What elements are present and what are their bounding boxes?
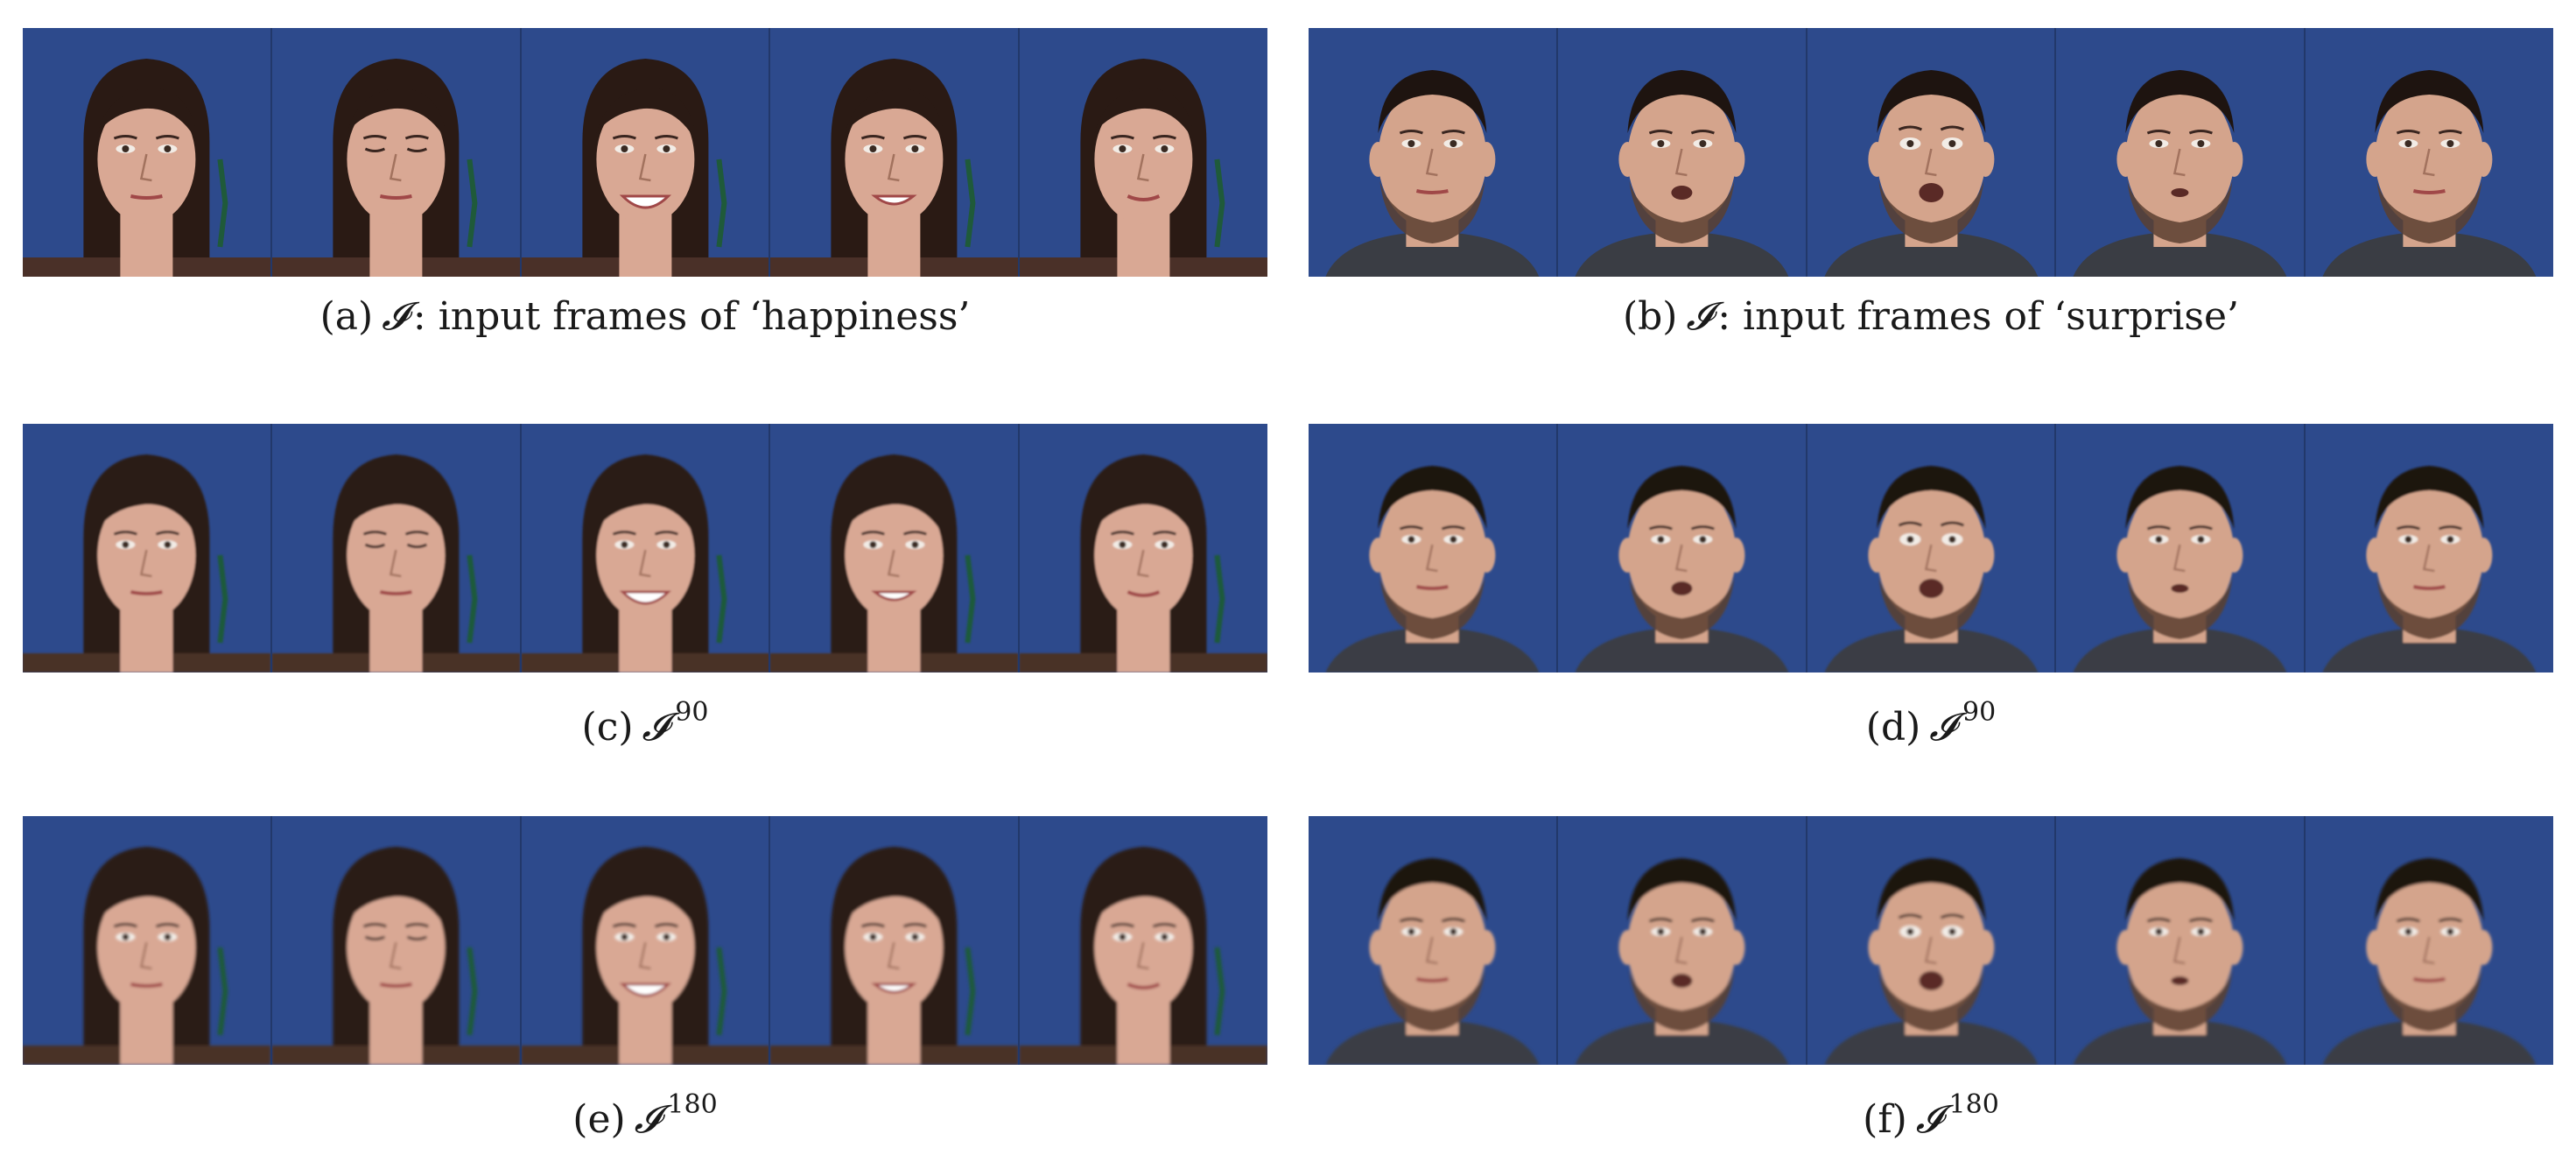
face-image (1557, 28, 1806, 277)
face-frame (1309, 28, 1558, 277)
face-image (2056, 28, 2305, 277)
face-image (23, 28, 270, 277)
face-image (1020, 424, 1267, 673)
caption-e: (e) 𝓘 180 (23, 1079, 1267, 1146)
face-image (1807, 28, 2055, 277)
face-frame (770, 424, 1021, 673)
face-frame (1309, 816, 1558, 1065)
face-image (23, 816, 270, 1065)
face-frame (1807, 28, 2057, 277)
math-symbol: 𝓘 (1915, 1097, 1942, 1142)
math-symbol: 𝓘 (1929, 705, 1956, 750)
face-image (2306, 816, 2553, 1065)
face-image (1557, 424, 1806, 673)
face-image (521, 424, 769, 673)
panel-c: (c) 𝓘 90 (23, 424, 1267, 750)
face-frame (1309, 424, 1558, 673)
math-superscript: 180 (1948, 1089, 1999, 1120)
panel-e: (e) 𝓘 180 (23, 816, 1267, 1142)
panel-a: (a) 𝓘: input frames of ‘happiness’ (23, 28, 1267, 339)
face-frame (2306, 28, 2553, 277)
face-frame (271, 28, 522, 277)
face-frame (521, 28, 771, 277)
face-image (1557, 816, 1806, 1065)
math-symbol: 𝓘 (382, 294, 408, 339)
face-frame (271, 816, 522, 1065)
face-image (770, 816, 1019, 1065)
face-frame (23, 424, 272, 673)
face-frame (1557, 28, 1807, 277)
frame-strip-e (23, 816, 1267, 1065)
face-frame (2056, 28, 2306, 277)
caption-label: (f) (1863, 1097, 1907, 1142)
face-frame (1020, 424, 1267, 673)
frame-strip-c (23, 424, 1267, 673)
caption-f: (f) 𝓘 180 (1309, 1079, 2553, 1146)
face-image (521, 816, 769, 1065)
face-frame (23, 28, 272, 277)
face-frame (770, 816, 1021, 1065)
face-frame (2056, 424, 2306, 673)
face-frame (2306, 816, 2553, 1065)
caption-label: (e) (572, 1097, 626, 1142)
face-frame (1020, 28, 1267, 277)
face-frame (1807, 424, 2057, 673)
face-image (2056, 424, 2305, 673)
frame-strip-a (23, 28, 1267, 277)
face-image (521, 28, 769, 277)
caption-label: (b) (1622, 294, 1678, 339)
caption-d: (d) 𝓘 90 (1309, 687, 2553, 754)
math-symbol: 𝓘 (634, 1097, 661, 1142)
face-frame (770, 28, 1021, 277)
face-image (271, 28, 520, 277)
face-frame (2056, 816, 2306, 1065)
face-image (23, 424, 270, 673)
frame-strip-d (1309, 424, 2553, 673)
caption-label: (d) (1865, 705, 1921, 750)
face-frame (1807, 816, 2057, 1065)
face-image (1807, 424, 2055, 673)
face-frame (1557, 816, 1807, 1065)
face-image (1309, 424, 1556, 673)
face-frame (1020, 816, 1267, 1065)
caption-label: (a) (319, 294, 374, 339)
math-superscript: 90 (1962, 697, 1997, 728)
face-image (271, 816, 520, 1065)
face-frame (521, 424, 771, 673)
face-image (2306, 424, 2553, 673)
caption-text: : input frames of ‘happiness’ (412, 294, 971, 339)
panel-d: (d) 𝓘 90 (1309, 424, 2553, 750)
caption-a: (a) 𝓘: input frames of ‘happiness’ (23, 291, 1267, 343)
math-superscript: 180 (667, 1089, 718, 1120)
face-image (1020, 816, 1267, 1065)
caption-b: (b) 𝓘: input frames of ‘surprise’ (1309, 291, 2553, 343)
face-frame (271, 424, 522, 673)
face-frame (521, 816, 771, 1065)
caption-label: (c) (581, 705, 634, 750)
math-symbol: 𝓘 (642, 705, 669, 750)
face-frame (23, 816, 272, 1065)
face-image (1309, 816, 1556, 1065)
face-image (1807, 816, 2055, 1065)
face-image (1020, 28, 1267, 277)
caption-c: (c) 𝓘 90 (23, 687, 1267, 754)
face-image (2306, 28, 2553, 277)
panel-f: (f) 𝓘 180 (1309, 816, 2553, 1142)
math-superscript: 90 (675, 697, 709, 728)
face-image (1309, 28, 1556, 277)
panel-b: (b) 𝓘: input frames of ‘surprise’ (1309, 28, 2553, 339)
frame-strip-f (1309, 816, 2553, 1065)
face-image (770, 424, 1019, 673)
face-frame (1557, 424, 1807, 673)
face-image (2056, 816, 2305, 1065)
face-image (770, 28, 1019, 277)
face-image (271, 424, 520, 673)
math-symbol: 𝓘 (1686, 294, 1713, 339)
face-frame (2306, 424, 2553, 673)
frame-strip-b (1309, 28, 2553, 277)
caption-text: : input frames of ‘surprise’ (1717, 294, 2240, 339)
